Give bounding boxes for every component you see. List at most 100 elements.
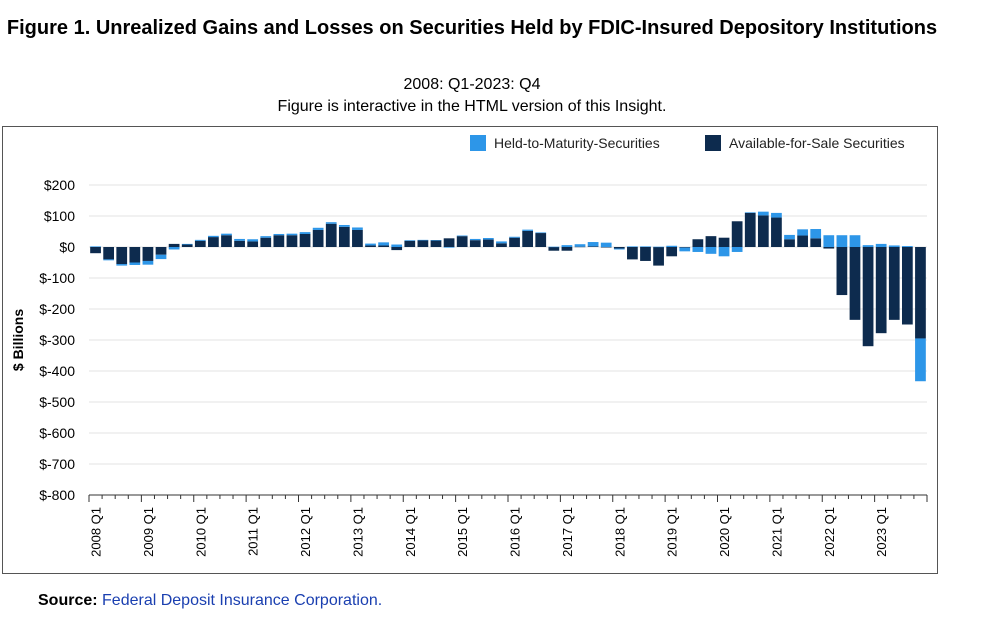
bar-held-to-maturity	[168, 247, 180, 250]
bar-available-for-sale	[469, 240, 481, 247]
bar-held-to-maturity	[456, 235, 468, 237]
bar-held-to-maturity	[469, 238, 481, 241]
bar-held-to-maturity	[116, 264, 128, 266]
bar-held-to-maturity	[718, 247, 730, 257]
bar-held-to-maturity	[129, 262, 141, 265]
bar-held-to-maturity	[744, 212, 756, 213]
bar-held-to-maturity	[391, 244, 403, 247]
x-tick-label: 2020 Q1	[717, 507, 732, 557]
bar-available-for-sale	[129, 247, 141, 263]
x-tick-label: 2018 Q1	[612, 507, 627, 557]
legend-label-held-to-maturity: Held-to-Maturity-Securities	[494, 135, 660, 151]
bar-held-to-maturity	[286, 233, 298, 236]
bar-available-for-sale	[901, 247, 913, 325]
bar-available-for-sale	[731, 221, 743, 247]
x-tick-label: 2016 Q1	[508, 507, 523, 557]
source-link[interactable]: Federal Deposit Insurance Corporation.	[102, 592, 383, 609]
bar-held-to-maturity	[784, 234, 795, 240]
bar-available-for-sale	[221, 235, 232, 247]
bar-available-for-sale	[692, 239, 704, 247]
bar-available-for-sale	[509, 237, 520, 247]
bar-held-to-maturity	[888, 245, 900, 247]
bar-held-to-maturity	[574, 244, 586, 247]
bar-available-for-sale	[116, 247, 128, 265]
bar-held-to-maturity	[522, 229, 534, 231]
bar-held-to-maturity	[208, 235, 219, 238]
bar-held-to-maturity	[181, 243, 193, 245]
bar-available-for-sale	[181, 244, 193, 247]
x-tick-label: 2010 Q1	[193, 507, 208, 557]
bar-held-to-maturity	[352, 227, 363, 230]
bar-available-for-sale	[286, 235, 298, 247]
y-tick-label: $-600	[39, 425, 75, 441]
bar-available-for-sale	[561, 247, 573, 251]
bar-available-for-sale	[430, 240, 442, 247]
bar-available-for-sale	[744, 212, 756, 247]
bar-available-for-sale	[875, 247, 887, 334]
legend-swatch-available-for-sale	[705, 135, 721, 151]
bar-available-for-sale	[797, 235, 808, 247]
bar-held-to-maturity	[692, 247, 704, 252]
bar-held-to-maturity	[260, 236, 272, 238]
bar-available-for-sale	[574, 246, 586, 248]
bar-held-to-maturity	[221, 233, 232, 236]
bar-available-for-sale	[705, 236, 717, 247]
x-tick-label: 2011 Q1	[246, 507, 261, 556]
bar-available-for-sale	[338, 226, 350, 247]
bar-available-for-sale	[352, 229, 363, 247]
bar-available-for-sale	[496, 243, 507, 247]
bar-available-for-sale	[194, 240, 206, 247]
bar-available-for-sale	[888, 247, 900, 320]
bar-held-to-maturity	[836, 235, 848, 247]
chart-note: Figure is interactive in the HTML versio…	[277, 98, 667, 115]
bar-held-to-maturity	[771, 212, 782, 218]
bar-held-to-maturity	[679, 247, 691, 252]
y-tick-label: $-200	[39, 301, 75, 317]
bar-available-for-sale	[312, 229, 324, 247]
bar-available-for-sale	[522, 230, 534, 247]
y-tick-label: $-500	[39, 394, 75, 410]
bar-available-for-sale	[810, 238, 822, 247]
bar-held-to-maturity	[194, 239, 206, 241]
bar-available-for-sale	[90, 247, 101, 254]
bar-held-to-maturity	[155, 254, 167, 260]
bar-held-to-maturity	[496, 241, 507, 244]
legend-label-available-for-sale: Available-for-Sale Securities	[729, 135, 905, 151]
bar-available-for-sale	[535, 233, 547, 247]
bar-held-to-maturity	[548, 246, 560, 248]
bar-held-to-maturity	[247, 239, 259, 242]
bar-available-for-sale	[784, 239, 795, 247]
bar-available-for-sale	[757, 215, 769, 247]
bar-held-to-maturity	[273, 233, 285, 236]
bar-available-for-sale	[142, 247, 154, 261]
y-axis-label: $ Billions	[10, 309, 26, 371]
y-tick-label: $-300	[39, 332, 75, 348]
bar-available-for-sale	[627, 247, 638, 260]
bar-held-to-maturity	[600, 242, 612, 247]
bar-held-to-maturity	[666, 245, 678, 247]
bar-available-for-sale	[325, 223, 337, 247]
bar-available-for-sale	[378, 245, 389, 247]
bar-available-for-sale	[299, 233, 311, 247]
x-tick-label: 2021 Q1	[769, 507, 784, 557]
bar-held-to-maturity	[142, 260, 154, 265]
bar-held-to-maturity	[417, 239, 429, 241]
legend-swatch-held-to-maturity	[470, 135, 486, 151]
bar-available-for-sale	[234, 240, 245, 247]
bar-available-for-sale	[443, 238, 455, 247]
bar-available-for-sale	[155, 247, 167, 255]
bar-available-for-sale	[862, 247, 874, 347]
chart-title: Figure 1. Unrealized Gains and Losses on…	[6, 17, 938, 39]
chart-plot: $200 $100 $0 $-100 $-200 $-300 $-400 $-500 $-600…	[10, 135, 928, 557]
bar-held-to-maturity	[731, 247, 743, 252]
bar-held-to-maturity	[901, 246, 913, 247]
bar-held-to-maturity	[823, 235, 835, 247]
chart-frame: $200 $100 $0 $-100 $-200 $-300 $-400 $-500 $-600…	[2, 126, 938, 574]
bar-held-to-maturity	[234, 238, 245, 241]
bar-held-to-maturity	[338, 224, 350, 227]
bar-held-to-maturity	[849, 235, 861, 247]
x-tick-label: 2022 Q1	[822, 507, 837, 557]
bar-held-to-maturity	[587, 242, 599, 247]
bar-held-to-maturity	[535, 232, 547, 234]
bar-held-to-maturity	[299, 232, 311, 234]
